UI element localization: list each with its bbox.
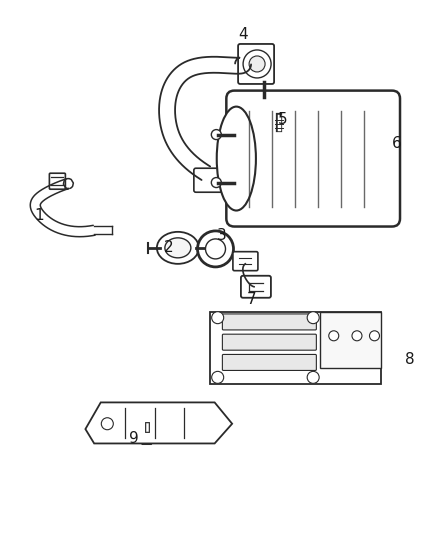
Text: 5: 5 bbox=[278, 112, 287, 127]
Ellipse shape bbox=[217, 107, 256, 211]
Polygon shape bbox=[210, 312, 381, 384]
Circle shape bbox=[205, 239, 226, 259]
FancyBboxPatch shape bbox=[233, 252, 258, 271]
Polygon shape bbox=[320, 312, 381, 368]
Text: 7: 7 bbox=[247, 292, 257, 307]
Polygon shape bbox=[85, 402, 232, 443]
Circle shape bbox=[211, 130, 221, 140]
FancyBboxPatch shape bbox=[194, 168, 222, 192]
FancyBboxPatch shape bbox=[238, 44, 274, 84]
Text: 2: 2 bbox=[164, 240, 173, 255]
Circle shape bbox=[211, 177, 221, 188]
Circle shape bbox=[249, 56, 265, 72]
Text: 4: 4 bbox=[238, 27, 248, 42]
Circle shape bbox=[370, 331, 379, 341]
Text: 9: 9 bbox=[129, 431, 138, 446]
Circle shape bbox=[212, 372, 224, 383]
Circle shape bbox=[352, 331, 362, 341]
Text: 1: 1 bbox=[35, 208, 44, 223]
Circle shape bbox=[198, 231, 233, 267]
Circle shape bbox=[329, 331, 339, 341]
Circle shape bbox=[307, 372, 319, 383]
FancyBboxPatch shape bbox=[223, 354, 316, 370]
Text: 6: 6 bbox=[392, 136, 401, 151]
Ellipse shape bbox=[157, 232, 199, 264]
Text: 8: 8 bbox=[405, 352, 414, 367]
Circle shape bbox=[243, 50, 271, 78]
Ellipse shape bbox=[165, 238, 191, 258]
FancyBboxPatch shape bbox=[49, 173, 65, 189]
Circle shape bbox=[101, 418, 113, 430]
FancyBboxPatch shape bbox=[241, 276, 271, 298]
Circle shape bbox=[307, 312, 319, 324]
FancyBboxPatch shape bbox=[223, 314, 316, 330]
FancyBboxPatch shape bbox=[226, 91, 400, 227]
Circle shape bbox=[212, 312, 224, 324]
Text: 3: 3 bbox=[216, 228, 226, 243]
FancyBboxPatch shape bbox=[223, 334, 316, 350]
